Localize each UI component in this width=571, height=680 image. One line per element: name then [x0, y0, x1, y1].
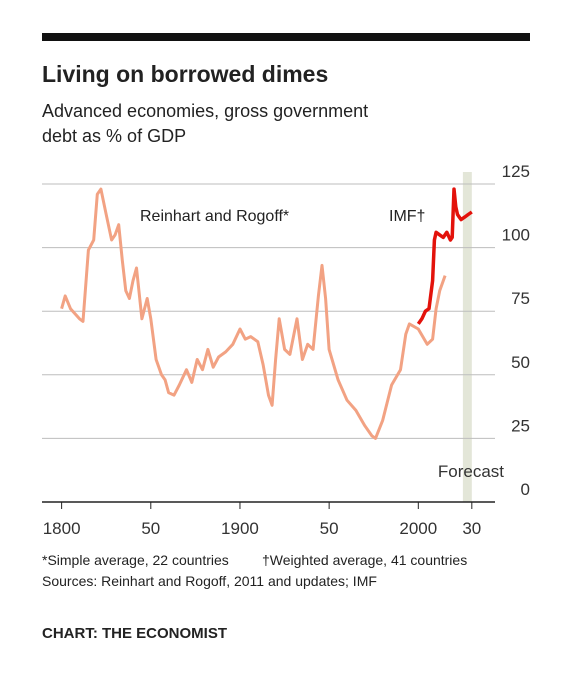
x-tick-label: 1800 [43, 519, 81, 538]
x-tick-label: 50 [141, 519, 160, 538]
footnote: *Simple average, 22 countries [42, 552, 229, 568]
series-line [60, 187, 447, 440]
x-tick-label: 50 [320, 519, 339, 538]
subtitle: Advanced economies, gross government [42, 101, 368, 121]
footnote: †Weighted average, 41 countries [262, 552, 467, 568]
forecast-label: Forecast [438, 462, 504, 481]
series-label: Reinhart and Rogoff* [140, 208, 289, 225]
y-tick-label: 50 [511, 353, 530, 372]
source: Sources: Reinhart and Rogoff, 2011 and u… [42, 573, 377, 589]
x-tick-label: 2000 [399, 519, 437, 538]
credit: CHART: THE ECONOMIST [42, 625, 227, 642]
subtitle: debt as % of GDP [42, 126, 186, 146]
x-tick-label: 1900 [221, 519, 259, 538]
y-tick-label: 0 [521, 480, 530, 499]
plot: Forecast 0 25 50 75 100 125 1800 50 1900 50 2000 30 R… [42, 162, 530, 538]
x-tick-label: 30 [462, 519, 481, 538]
forecast-band [462, 172, 472, 502]
y-tick-label: 75 [511, 289, 530, 308]
series-line [416, 187, 473, 325]
top-bar [42, 33, 530, 41]
y-tick-label: 100 [502, 226, 530, 245]
series-label: IMF† [389, 208, 425, 225]
y-tick-label: 125 [502, 162, 530, 181]
chart-title: Living on borrowed dimes [42, 61, 328, 87]
y-tick-label: 25 [511, 416, 530, 435]
